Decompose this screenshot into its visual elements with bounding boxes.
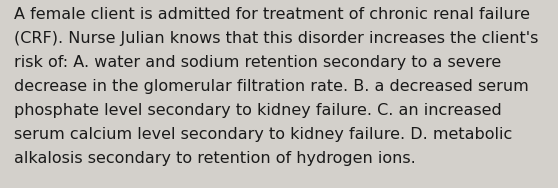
Text: risk of: A. water and sodium retention secondary to a severe: risk of: A. water and sodium retention s… [14,55,501,70]
Text: A female client is admitted for treatment of chronic renal failure: A female client is admitted for treatmen… [14,7,530,22]
Text: decrease in the glomerular filtration rate. B. a decreased serum: decrease in the glomerular filtration ra… [14,79,528,94]
Text: (CRF). Nurse Julian knows that this disorder increases the client's: (CRF). Nurse Julian knows that this diso… [14,31,538,46]
Text: alkalosis secondary to retention of hydrogen ions.: alkalosis secondary to retention of hydr… [14,151,416,166]
Text: serum calcium level secondary to kidney failure. D. metabolic: serum calcium level secondary to kidney … [14,127,512,142]
Text: phosphate level secondary to kidney failure. C. an increased: phosphate level secondary to kidney fail… [14,103,502,118]
